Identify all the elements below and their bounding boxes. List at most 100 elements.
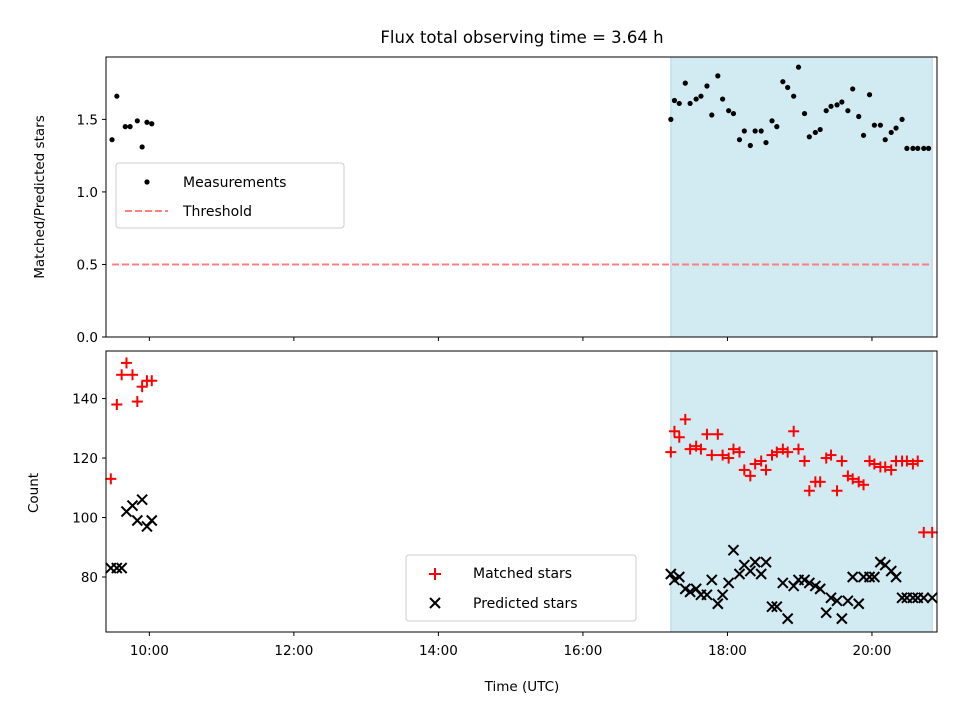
count-y-ticks: 80 100 120 140 (72, 392, 106, 586)
legend-threshold-label: Threshold (182, 204, 252, 220)
count-legend: Matched stars Predicted stars (405, 554, 637, 622)
predicted-star-point (896, 592, 908, 604)
measurement-point (795, 64, 802, 70)
matched-star-point (727, 443, 739, 455)
matched-star-point (912, 455, 924, 467)
count-x-ticks: 10:00 12:00 14:00 16:00 18:00 20:00 (130, 632, 891, 659)
count-panel-frame (105, 350, 938, 633)
legend-predicted-marker (429, 597, 441, 609)
predicted-star-point (846, 571, 859, 583)
predicted-star-point (673, 571, 685, 583)
predicted-star-point (712, 598, 724, 610)
matched-star-point (858, 479, 870, 491)
measurement-point (921, 145, 927, 151)
measurement-point (144, 119, 150, 125)
measurement-point (850, 86, 856, 92)
y-tick-label: 0.0 (77, 330, 98, 346)
count-panel: 80 100 120 140 10:00 12:00 14:00 16:00 18:00 20:… (26, 350, 938, 695)
matched-star-point (116, 369, 128, 381)
predicted-star-point (814, 583, 826, 595)
measurement-point (758, 128, 764, 134)
measurement-point (730, 110, 737, 117)
measurement-point (149, 121, 155, 127)
measurement-point (780, 79, 786, 85)
y-tick-label: 1.0 (77, 185, 98, 201)
measurement-point (693, 96, 699, 102)
matched-star-point (814, 476, 826, 488)
matched-star-point (706, 449, 718, 461)
predicted-star-point (831, 595, 843, 607)
matched-star-point (836, 455, 848, 467)
matched-star-point (847, 473, 859, 485)
measurement-point (720, 96, 726, 102)
predicted-star-point (111, 562, 123, 574)
measurement-point (856, 113, 862, 120)
ratio-y-ticks: 0.0 0.5 1.0 1.5 (77, 112, 106, 346)
predicted-star-point (803, 577, 816, 589)
predicted-star-point (890, 571, 902, 583)
measurement-point (709, 112, 715, 118)
x-tick-label: 16:00 (563, 643, 602, 659)
matched-star-point (885, 464, 897, 476)
predicted-star-point (733, 568, 746, 580)
predicted-star-point (126, 499, 139, 512)
y-tick-label: 80 (81, 570, 98, 586)
predicted-star-point (766, 601, 778, 613)
predicted-star-point (863, 571, 876, 583)
x-tick-label: 10:00 (130, 643, 169, 659)
matched-star-point (793, 443, 804, 455)
predicted-star-point (777, 577, 789, 589)
chart-title: Flux total observing time = 3.64 h (380, 28, 663, 47)
measurement-point (114, 93, 120, 99)
matched-star-point (901, 455, 913, 467)
matched-star-point (879, 461, 891, 473)
measurement-point (122, 124, 128, 130)
measurement-point (845, 108, 851, 114)
predicted-star-point (701, 589, 713, 601)
matched-star-point (782, 446, 794, 458)
ratio-x-ticks (148, 337, 873, 341)
x-tick-label: 18:00 (708, 643, 747, 659)
measurement-point (741, 128, 747, 134)
y-tick-label: 140 (72, 392, 98, 408)
matched-star-point (755, 455, 767, 467)
predicted-star-point (131, 514, 144, 527)
ratio-marks (109, 64, 933, 266)
matched-star-point (146, 375, 158, 387)
measurement-point (747, 142, 753, 149)
measurement-point (828, 103, 834, 109)
y-tick-label: 100 (72, 511, 98, 527)
matched-star-point (926, 526, 938, 538)
matched-star-point (665, 446, 677, 458)
measurement-point (726, 108, 732, 114)
matched-star-point (105, 473, 117, 485)
predicted-star-point (868, 571, 881, 583)
measurement-point (752, 128, 758, 134)
predicted-star-point (716, 589, 729, 601)
predicted-star-point (781, 612, 794, 625)
measurement-point (127, 124, 133, 130)
measurement-point (687, 100, 693, 107)
ratio-y-axis-label: Matched/Predicted stars (32, 115, 48, 278)
matched-star-point (712, 428, 724, 440)
matched-star-point (733, 446, 745, 458)
measurement-point (785, 84, 791, 91)
matched-star-point (695, 443, 707, 455)
legend-matched-label: Matched stars (473, 566, 572, 582)
measurement-point (817, 126, 823, 133)
measurement-point (893, 125, 899, 131)
measurement-point (139, 144, 145, 150)
measurement-point (671, 97, 678, 104)
measurement-point (860, 132, 867, 138)
count-marks (105, 357, 938, 625)
measurement-point (882, 137, 888, 143)
matched-star-point (738, 464, 750, 476)
measurement-point (915, 145, 921, 151)
predicted-star-point (684, 586, 696, 598)
matched-star-point (744, 470, 756, 482)
predicted-star-point (820, 606, 832, 619)
x-tick-label: 12:00 (274, 643, 313, 659)
predicted-star-point (146, 514, 158, 527)
measurement-point (910, 145, 916, 151)
